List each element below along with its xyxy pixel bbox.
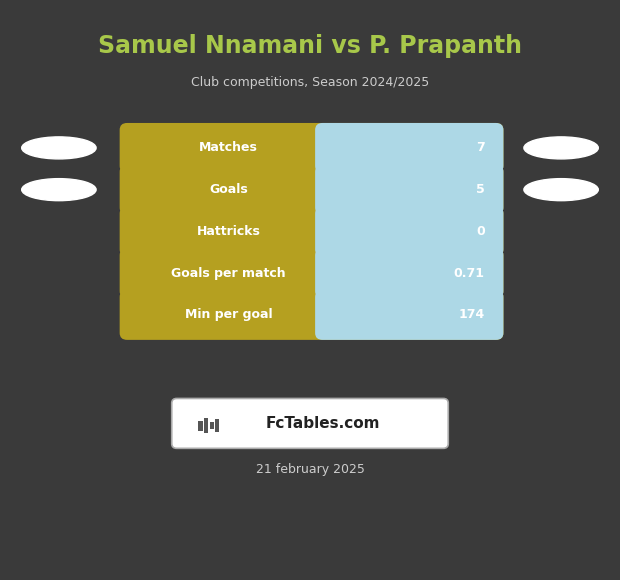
FancyBboxPatch shape xyxy=(315,248,503,298)
FancyBboxPatch shape xyxy=(315,206,503,256)
Text: Goals per match: Goals per match xyxy=(171,267,286,280)
Text: Goals: Goals xyxy=(209,183,248,196)
FancyBboxPatch shape xyxy=(215,419,219,432)
Text: FcTables.com: FcTables.com xyxy=(266,416,381,431)
Text: 21 february 2025: 21 february 2025 xyxy=(255,463,365,476)
Ellipse shape xyxy=(22,179,96,201)
Text: Samuel Nnamani vs P. Prapanth: Samuel Nnamani vs P. Prapanth xyxy=(98,34,522,59)
FancyBboxPatch shape xyxy=(120,123,503,173)
Ellipse shape xyxy=(524,179,598,201)
FancyBboxPatch shape xyxy=(204,418,208,433)
FancyBboxPatch shape xyxy=(172,398,448,448)
FancyBboxPatch shape xyxy=(120,165,503,215)
FancyBboxPatch shape xyxy=(120,248,503,298)
Text: Club competitions, Season 2024/2025: Club competitions, Season 2024/2025 xyxy=(191,76,429,89)
FancyBboxPatch shape xyxy=(315,123,503,173)
Text: 0: 0 xyxy=(476,225,485,238)
FancyBboxPatch shape xyxy=(120,206,503,256)
Ellipse shape xyxy=(22,137,96,159)
Text: 0.71: 0.71 xyxy=(454,267,485,280)
Text: 5: 5 xyxy=(476,183,485,196)
Text: 7: 7 xyxy=(476,142,485,154)
FancyBboxPatch shape xyxy=(315,290,503,340)
FancyBboxPatch shape xyxy=(315,165,503,215)
Text: 174: 174 xyxy=(459,309,485,321)
Text: Min per goal: Min per goal xyxy=(185,309,272,321)
FancyBboxPatch shape xyxy=(198,420,203,431)
Text: Matches: Matches xyxy=(199,142,258,154)
Text: Hattricks: Hattricks xyxy=(197,225,260,238)
FancyBboxPatch shape xyxy=(210,422,214,429)
Ellipse shape xyxy=(524,137,598,159)
FancyBboxPatch shape xyxy=(120,290,503,340)
